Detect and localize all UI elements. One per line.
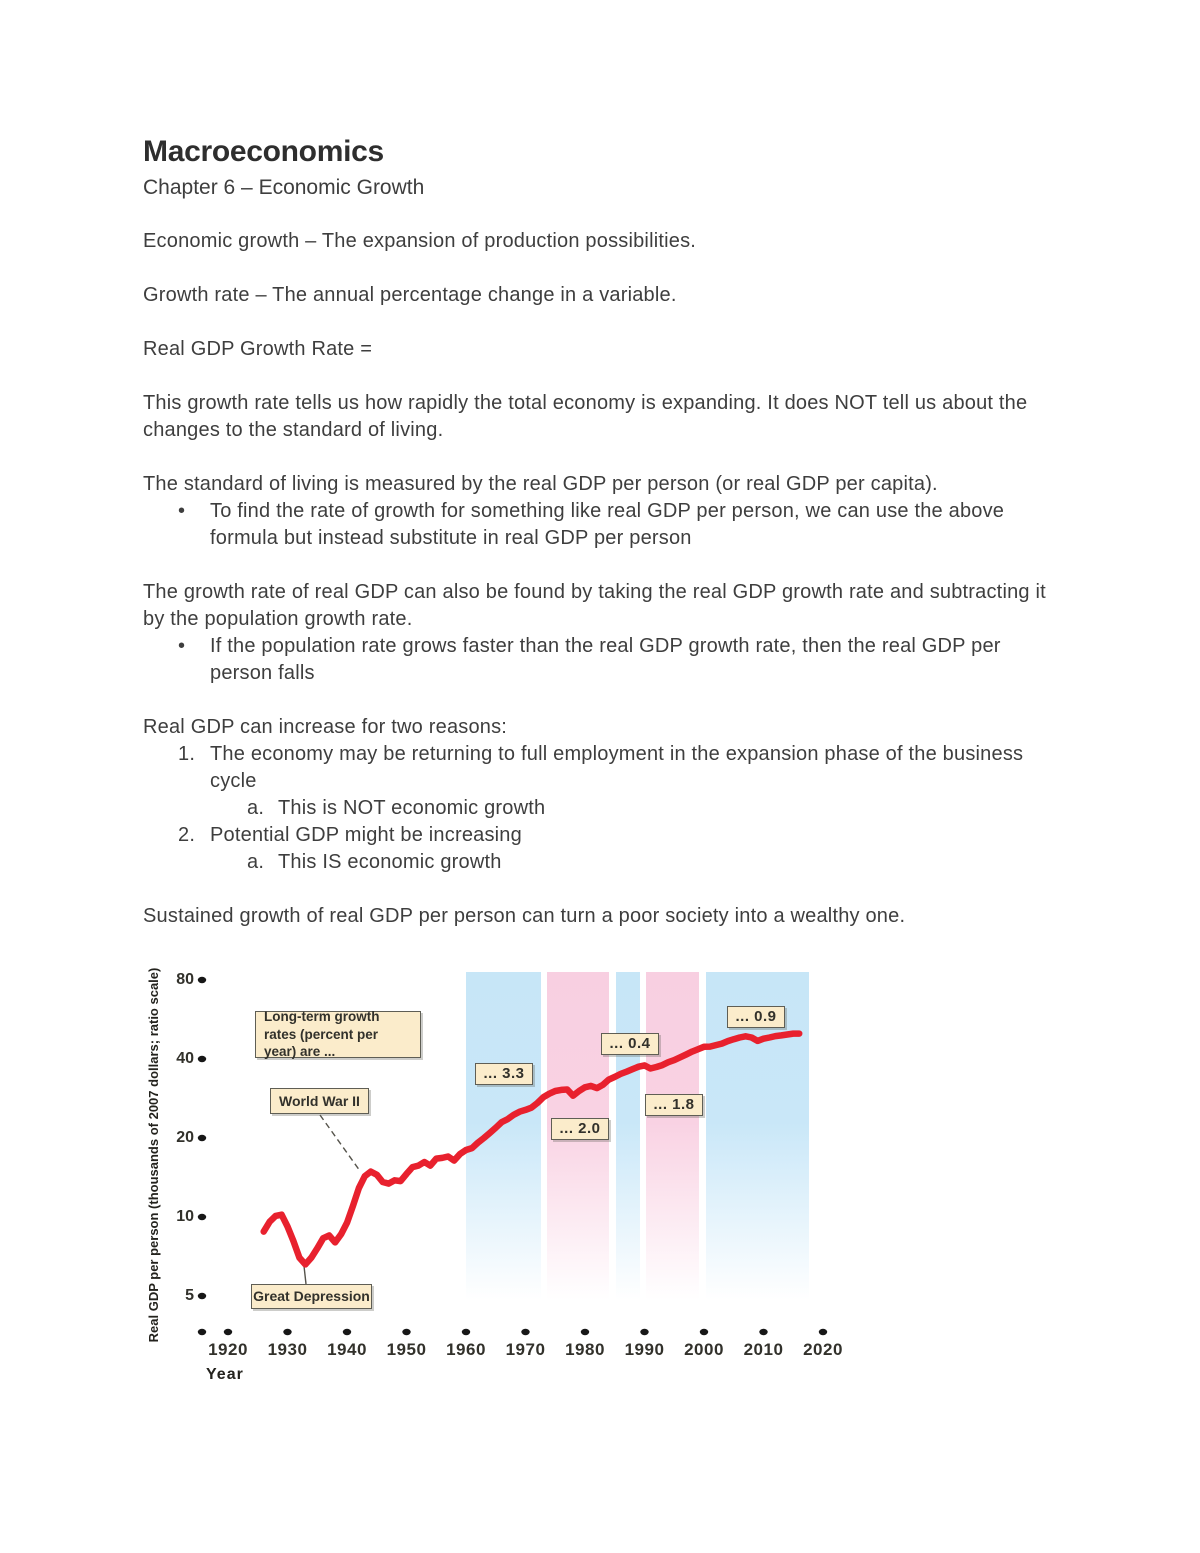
bullet-marker: • bbox=[178, 635, 186, 657]
lettered-item-1a: a. This is NOT economic growth bbox=[143, 795, 1063, 822]
x-tick-label-2000: 2000 bbox=[684, 1340, 724, 1359]
bullet-text: If the population rate grows faster than… bbox=[210, 635, 1001, 684]
definition-economic-growth: Economic growth – The expansion of produ… bbox=[143, 230, 697, 252]
great-depression-label: Great Depression bbox=[251, 1284, 372, 1309]
lettered-item-2a: a. This IS economic growth bbox=[143, 849, 1063, 876]
world-war-2-label: World War II bbox=[270, 1088, 369, 1114]
x-tick-dot-2020 bbox=[818, 1328, 828, 1336]
y-tick-label-40: 40 bbox=[176, 1050, 194, 1067]
y-tick-dot-80 bbox=[197, 976, 207, 984]
paragraph-sustained-growth: Sustained growth of real GDP per person … bbox=[143, 905, 906, 927]
numbered-text: The economy may be returning to full emp… bbox=[210, 743, 1024, 792]
axis-corner-dot bbox=[197, 1328, 207, 1336]
x-tick-label-2020: 2020 bbox=[803, 1340, 843, 1359]
y-tick-dot-5 bbox=[197, 1292, 207, 1300]
number-marker: 1. bbox=[178, 743, 196, 765]
numbered-text: Potential GDP might be increasing bbox=[210, 824, 522, 846]
letter-marker: a. bbox=[247, 851, 265, 873]
bullet-item: • To find the rate of growth for somethi… bbox=[143, 498, 1063, 552]
x-tick-dot-1950 bbox=[402, 1328, 411, 1336]
x-tick-dot-1920 bbox=[223, 1328, 233, 1336]
x-tick-label-1980: 1980 bbox=[565, 1340, 605, 1359]
x-axis-title: Year bbox=[206, 1366, 244, 1383]
growth-band-0.4 bbox=[615, 972, 640, 1307]
x-tick-dot-1980 bbox=[580, 1328, 590, 1336]
x-tick-dot-1940 bbox=[342, 1328, 352, 1336]
x-tick-dot-1930 bbox=[283, 1328, 292, 1336]
bullet-text: To find the rate of growth for something… bbox=[210, 500, 1005, 549]
growth-rate-label-2.0: ... 2.0 bbox=[551, 1118, 609, 1140]
x-tick-label-1960: 1960 bbox=[446, 1340, 486, 1359]
paragraph-expanding: This growth rate tells us how rapidly th… bbox=[143, 392, 1028, 441]
page-title: Macroeconomics bbox=[143, 135, 384, 168]
x-tick-label-1990: 1990 bbox=[624, 1340, 665, 1359]
world-war-2-connector bbox=[319, 1114, 361, 1172]
letter-marker: a. bbox=[247, 797, 265, 819]
definition-growth-rate: Growth rate – The annual percentage chan… bbox=[143, 284, 677, 306]
chart-canvas bbox=[197, 976, 828, 1336]
lettered-text: This IS economic growth bbox=[278, 851, 502, 873]
chapter-subtitle: Chapter 6 – Economic Growth bbox=[143, 176, 425, 199]
growth-band-1.8 bbox=[645, 972, 700, 1307]
lettered-text: This is NOT economic growth bbox=[278, 797, 546, 819]
formula-line: Real GDP Growth Rate = bbox=[143, 338, 373, 360]
gdp-growth-chart: Real GDP per person (thousands of 2007 d… bbox=[140, 955, 870, 1400]
long-term-growth-note-label: Long-term growth rates (percent per year… bbox=[255, 1009, 421, 1059]
x-tick-label-1970: 1970 bbox=[505, 1340, 546, 1359]
number-marker: 2. bbox=[178, 824, 196, 846]
x-tick-label-1940: 1940 bbox=[327, 1340, 367, 1359]
paragraph-two-reasons: Real GDP can increase for two reasons: bbox=[143, 716, 508, 738]
x-tick-dot-2000 bbox=[699, 1328, 709, 1336]
x-tick-dot-1960 bbox=[461, 1328, 471, 1336]
numbered-item-2: 2. Potential GDP might be increasing bbox=[143, 822, 1063, 849]
y-tick-dot-20 bbox=[197, 1134, 207, 1142]
real-gdp-per-person-line bbox=[260, 1030, 803, 1268]
great-depression-connector bbox=[303, 1265, 307, 1285]
bullet-marker: • bbox=[178, 500, 186, 522]
y-tick-label-5: 5 bbox=[185, 1287, 194, 1304]
x-tick-label-2010: 2010 bbox=[743, 1340, 784, 1359]
y-tick-dot-10 bbox=[197, 1213, 207, 1221]
growth-rate-label-0.4: ... 0.4 bbox=[601, 1033, 659, 1055]
y-tick-label-20: 20 bbox=[176, 1129, 194, 1146]
x-tick-label-1930: 1930 bbox=[267, 1340, 308, 1359]
paragraph-standard-of-living: The standard of living is measured by th… bbox=[143, 473, 938, 495]
growth-rate-label-1.8: ... 1.8 bbox=[645, 1094, 703, 1116]
y-tick-label-10: 10 bbox=[176, 1208, 194, 1225]
x-tick-label-1950: 1950 bbox=[386, 1340, 427, 1359]
growth-rate-label-3.3: ... 3.3 bbox=[475, 1063, 533, 1085]
bullet-item: • If the population rate grows faster th… bbox=[143, 633, 1063, 687]
x-tick-dot-2010 bbox=[759, 1328, 768, 1336]
paragraph-subtracting: The growth rate of real GDP can also be … bbox=[143, 581, 1046, 630]
x-tick-dot-1970 bbox=[521, 1328, 530, 1336]
x-tick-label-1920: 1920 bbox=[208, 1340, 248, 1359]
document-body: Macroeconomics Chapter 6 – Economic Grow… bbox=[143, 134, 1063, 930]
growth-rate-label-0.9: ... 0.9 bbox=[727, 1006, 785, 1028]
x-tick-dot-1990 bbox=[640, 1328, 649, 1336]
numbered-item-1: 1. The economy may be returning to full … bbox=[143, 741, 1063, 795]
y-tick-dot-40 bbox=[197, 1055, 207, 1063]
y-tick-label-80: 80 bbox=[176, 971, 194, 988]
